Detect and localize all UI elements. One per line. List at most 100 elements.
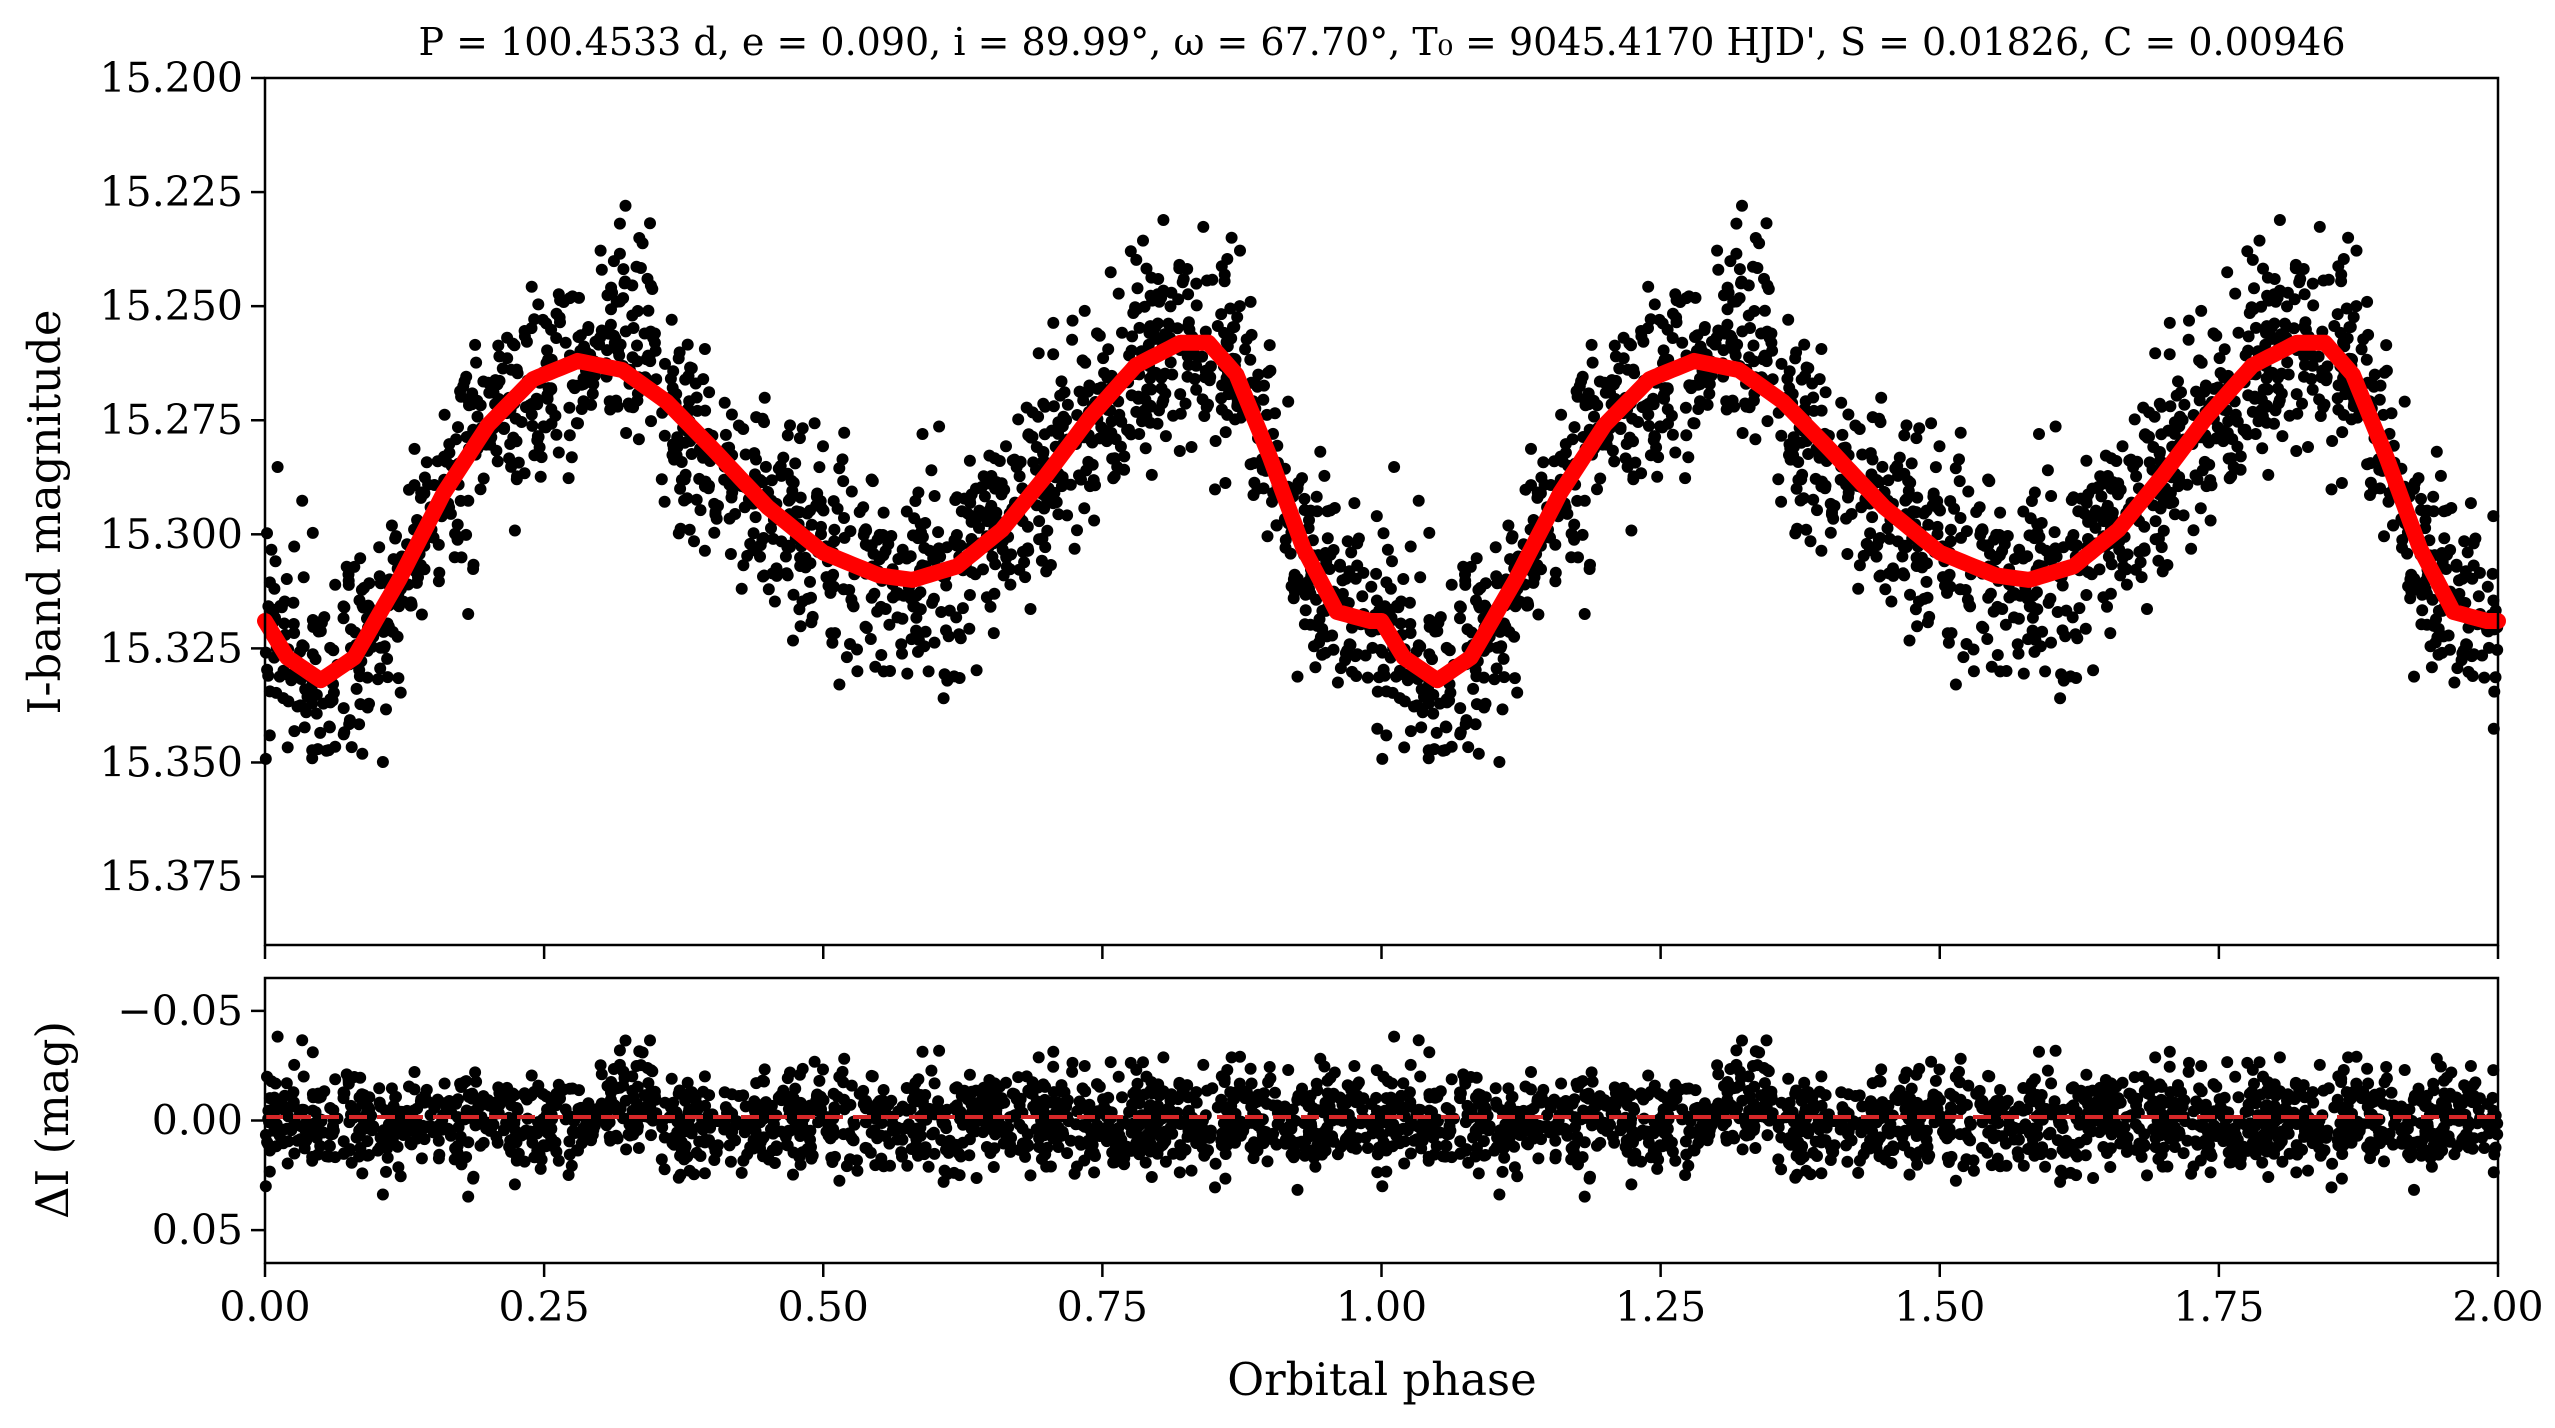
data-point xyxy=(2243,307,2256,319)
data-point xyxy=(2332,379,2345,392)
data-point xyxy=(1725,332,1738,345)
data-point xyxy=(541,344,554,357)
data-point xyxy=(1627,470,1640,483)
data-point xyxy=(1864,447,1877,460)
data-point xyxy=(2054,692,2067,705)
data-point xyxy=(1726,394,1739,407)
residual-point xyxy=(2195,1060,2208,1072)
data-point xyxy=(508,524,521,537)
data-point xyxy=(1426,653,1438,666)
data-point xyxy=(1666,428,1679,441)
data-point xyxy=(2199,379,2212,392)
data-point xyxy=(2222,415,2235,428)
data-point xyxy=(1311,505,1324,518)
data-point xyxy=(2102,550,2115,563)
top-panel: 15.20015.22515.25015.27515.30015.32515.3… xyxy=(18,54,2506,959)
data-point xyxy=(1751,262,1764,274)
data-point xyxy=(804,575,816,588)
data-point xyxy=(1819,482,1832,495)
data-point xyxy=(1954,512,1967,524)
data-point xyxy=(1853,559,1866,572)
residual-point xyxy=(1493,1188,1506,1201)
data-point xyxy=(1157,214,1170,226)
data-point xyxy=(2221,266,2234,279)
data-point xyxy=(1124,245,1137,258)
data-point xyxy=(1377,527,1390,540)
data-point xyxy=(2101,600,2113,613)
residual-point xyxy=(933,1044,946,1057)
data-point xyxy=(1181,320,1194,333)
data-point xyxy=(877,549,890,562)
data-point xyxy=(681,338,694,351)
data-point xyxy=(1874,569,1887,582)
data-point xyxy=(1931,520,1944,533)
data-point xyxy=(1132,392,1145,405)
data-point xyxy=(1182,288,1195,301)
data-point xyxy=(2028,532,2041,545)
data-point xyxy=(1126,330,1139,343)
data-point xyxy=(373,541,386,554)
data-point xyxy=(2421,618,2433,631)
data-point xyxy=(2168,416,2181,429)
data-point xyxy=(1055,480,1068,493)
residual-point xyxy=(323,1139,336,1152)
data-point xyxy=(2398,395,2411,408)
data-point xyxy=(2425,661,2438,674)
data-point xyxy=(2405,585,2418,598)
data-point xyxy=(1994,665,2007,678)
residual-data-points xyxy=(259,1030,2504,1203)
data-point xyxy=(280,573,293,585)
data-point xyxy=(875,649,888,661)
data-point xyxy=(678,494,691,507)
data-point xyxy=(1445,578,1458,591)
data-point xyxy=(650,373,663,386)
data-point xyxy=(725,408,738,421)
data-point xyxy=(469,338,482,351)
data-point xyxy=(1642,408,1655,421)
data-point xyxy=(2045,554,2058,567)
bottom-panel: −0.050.000.05 0.00 0.25 0.50 0.75 1.00 1.25 1.… xyxy=(26,976,2544,1406)
data-point xyxy=(928,554,941,567)
data-point xyxy=(2466,572,2479,585)
data-point xyxy=(749,511,762,524)
data-point xyxy=(1133,321,1146,334)
data-point xyxy=(1033,515,1046,528)
data-point xyxy=(2223,472,2236,485)
data-point xyxy=(1685,382,1698,395)
data-point xyxy=(1766,373,1779,386)
data-point xyxy=(307,620,320,633)
data-point xyxy=(658,429,671,442)
data-point xyxy=(1573,380,1586,393)
data-point xyxy=(1703,387,1716,400)
data-point xyxy=(2241,245,2254,258)
data-point xyxy=(1910,551,1923,564)
data-point xyxy=(1781,372,1794,385)
data-point xyxy=(562,472,575,485)
data-point xyxy=(1727,295,1740,308)
data-point xyxy=(1408,700,1420,713)
data-point xyxy=(1873,476,1886,489)
data-point xyxy=(1377,663,1390,676)
residual-point xyxy=(2408,1183,2420,1196)
data-point xyxy=(1047,400,1060,413)
data-point xyxy=(932,526,945,539)
data-point xyxy=(1824,497,1837,510)
data-point xyxy=(1202,398,1214,411)
data-point xyxy=(353,670,366,683)
data-point xyxy=(838,512,850,524)
data-point xyxy=(2094,470,2107,483)
residual-point xyxy=(1102,1091,1115,1104)
data-point xyxy=(1071,524,1083,537)
data-point xyxy=(2268,273,2281,285)
data-point xyxy=(2085,568,2098,581)
data-point xyxy=(2337,408,2350,421)
data-point xyxy=(2056,624,2069,637)
data-point xyxy=(837,475,850,488)
data-point xyxy=(2161,559,2174,571)
data-point xyxy=(1525,442,1537,455)
data-point xyxy=(2246,253,2259,266)
data-point xyxy=(2252,415,2265,428)
data-point xyxy=(1054,389,1067,402)
data-point xyxy=(1371,685,1384,698)
data-point xyxy=(1386,686,1399,699)
